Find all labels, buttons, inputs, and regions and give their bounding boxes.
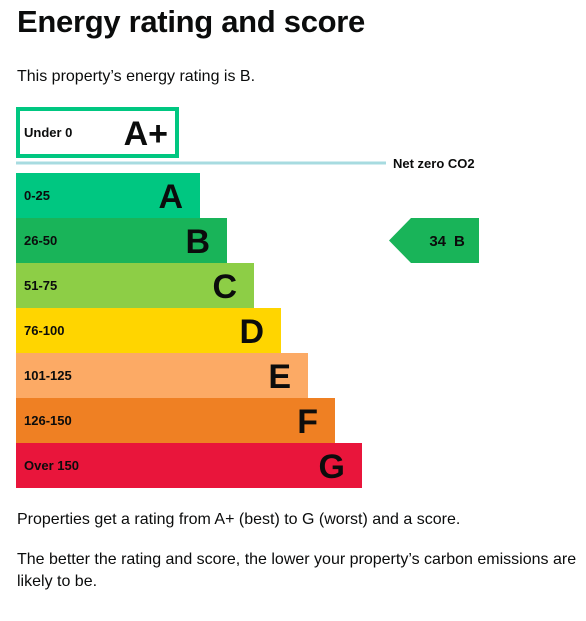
rating-explanation: Properties get a rating from A+ (best) t… bbox=[17, 511, 461, 528]
band-range-label: 26-50 bbox=[24, 233, 57, 248]
band-bar-d bbox=[16, 308, 281, 353]
band-bar-a bbox=[16, 173, 200, 218]
band-letter: A+ bbox=[124, 115, 168, 153]
band-aplus-box bbox=[16, 107, 179, 158]
carbon-explanation: The better the rating and score, the low… bbox=[17, 551, 577, 590]
band-bar-f bbox=[16, 398, 335, 443]
band-range-label: 0-25 bbox=[24, 188, 50, 203]
current-rating-arrow bbox=[389, 218, 479, 263]
band-range-label: 51-75 bbox=[24, 278, 57, 293]
band-letter: D bbox=[239, 313, 264, 351]
band-letter: E bbox=[268, 358, 291, 396]
intro-text: This property’s energy rating is B. bbox=[17, 68, 256, 85]
band-letter: C bbox=[212, 268, 237, 306]
energy-rating-chart: Under 0 A+ Net zero CO2 0-25 A 26-50 B 51-75 C 76… bbox=[16, 107, 479, 488]
current-letter: B bbox=[454, 233, 465, 250]
band-bar-e bbox=[16, 353, 308, 398]
band-range-label: Under 0 bbox=[24, 125, 72, 140]
band-range-label: 126-150 bbox=[24, 413, 72, 428]
band-letter: F bbox=[297, 403, 318, 441]
band-letter: G bbox=[319, 448, 345, 486]
current-score: 34 bbox=[429, 233, 446, 250]
band-bar-b bbox=[16, 218, 227, 263]
band-range-label: Over 150 bbox=[24, 458, 79, 473]
band-range-label: 101-125 bbox=[24, 368, 72, 383]
page-title: Energy rating and score bbox=[17, 4, 365, 39]
band-bar-g bbox=[16, 443, 362, 488]
band-bar-c bbox=[16, 263, 254, 308]
band-letter: B bbox=[185, 223, 210, 261]
band-range-label: 76-100 bbox=[24, 323, 64, 338]
band-letter: A bbox=[158, 178, 183, 216]
net-zero-label: Net zero CO2 bbox=[393, 156, 475, 171]
